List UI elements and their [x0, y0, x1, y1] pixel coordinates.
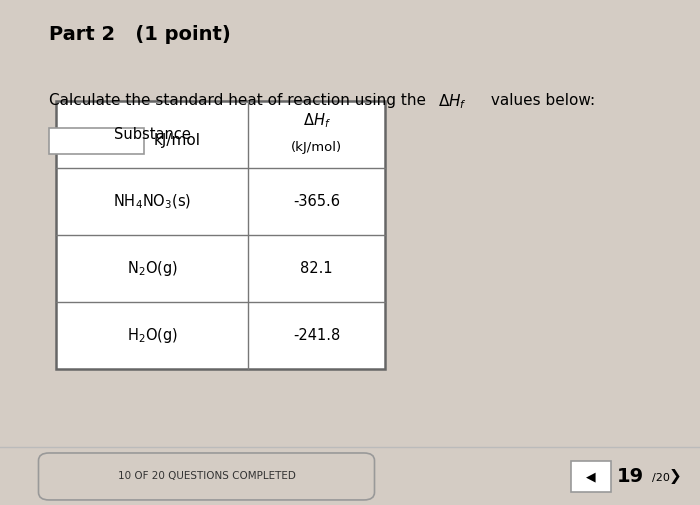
Text: ◀: ◀ [586, 470, 596, 483]
Text: Calculate the standard heat of reaction using the: Calculate the standard heat of reaction … [49, 93, 431, 109]
Text: Substance: Substance [114, 127, 190, 142]
FancyBboxPatch shape [38, 453, 374, 500]
Text: ❯: ❯ [669, 469, 682, 484]
FancyBboxPatch shape [56, 101, 385, 369]
Text: /20: /20 [652, 473, 670, 483]
Text: values below:: values below: [486, 93, 596, 109]
Text: -365.6: -365.6 [293, 194, 340, 209]
Text: $\Delta H_f$: $\Delta H_f$ [303, 112, 330, 130]
Text: 19: 19 [617, 467, 644, 486]
Text: 10 OF 20 QUESTIONS COMPLETED: 10 OF 20 QUESTIONS COMPLETED [118, 472, 295, 481]
Text: $\mathrm{N_2O(g)}$: $\mathrm{N_2O(g)}$ [127, 259, 178, 278]
FancyBboxPatch shape [570, 461, 611, 492]
Text: -241.8: -241.8 [293, 328, 340, 343]
Text: kJ/mol: kJ/mol [154, 133, 201, 148]
FancyBboxPatch shape [49, 128, 144, 154]
Text: Part 2   (1 point): Part 2 (1 point) [49, 25, 231, 44]
Text: $\mathrm{H_2O(g)}$: $\mathrm{H_2O(g)}$ [127, 326, 178, 345]
Text: $\Delta H_f$: $\Delta H_f$ [438, 92, 466, 111]
Text: $\mathrm{NH_4NO_3(s)}$: $\mathrm{NH_4NO_3(s)}$ [113, 192, 191, 211]
Text: (kJ/mol): (kJ/mol) [291, 140, 342, 154]
Text: 82.1: 82.1 [300, 261, 333, 276]
